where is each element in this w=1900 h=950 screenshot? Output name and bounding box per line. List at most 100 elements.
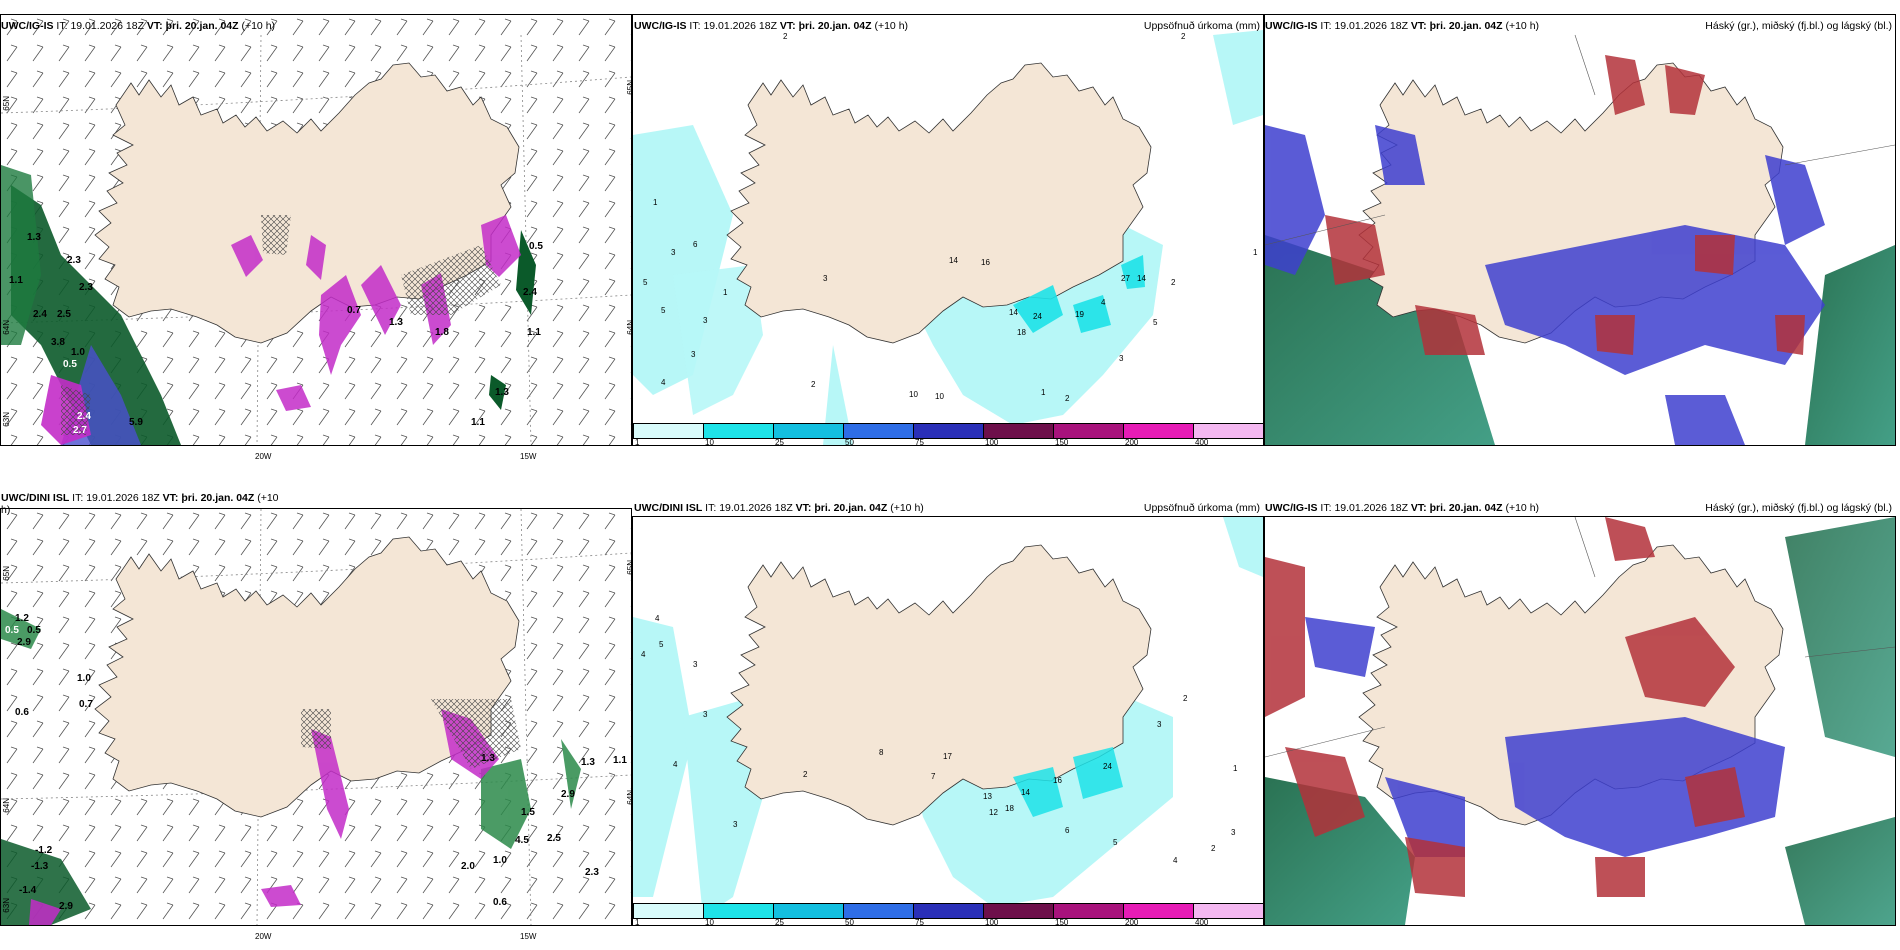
snow-hatch — [61, 215, 501, 435]
svg-text:1: 1 — [1253, 248, 1258, 257]
colorbar-tick: 50 — [845, 438, 854, 446]
svg-text:5: 5 — [1153, 318, 1158, 327]
colorbar-tick: 150 — [1055, 918, 1069, 926]
colorbar-tick: 1 — [635, 438, 640, 446]
precip-medium — [1013, 255, 1145, 333]
svg-text:2.4: 2.4 — [33, 309, 47, 320]
lat-label: 64N — [2, 798, 11, 813]
colorbar-tick: 1 — [635, 918, 640, 926]
panel-title: UWC/IG-IS IT: 19.01.2026 18Z VT: þri. 20… — [634, 20, 909, 32]
colorbar-tick: 75 — [915, 438, 924, 446]
svg-text:16: 16 — [981, 258, 990, 267]
svg-text:1.3: 1.3 — [27, 232, 41, 243]
svg-text:0.7: 0.7 — [347, 305, 361, 316]
lat-label: 63N — [2, 898, 11, 913]
svg-text:2: 2 — [783, 32, 788, 41]
colorbar-cell — [633, 903, 704, 919]
colorbar-cell — [843, 423, 914, 439]
lat-label: 65N — [626, 560, 635, 575]
colorbar-cell — [773, 903, 844, 919]
svg-text:1.3: 1.3 — [389, 317, 403, 328]
svg-text:3: 3 — [703, 316, 708, 325]
svg-text:5: 5 — [1113, 838, 1118, 847]
map-frame: 1.2 0.5 0.5 2.9 1.0 0.7 0.6 1.3 1.5 4.5 … — [0, 508, 632, 926]
colorbar-cell — [983, 423, 1054, 439]
svg-text:1.1: 1.1 — [527, 327, 541, 338]
panel-title: UWC/DINI ISL IT: 19.01.2026 18Z VT: þri.… — [634, 502, 924, 514]
svg-text:-1.4: -1.4 — [19, 885, 37, 896]
svg-text:2.9: 2.9 — [59, 901, 73, 912]
lon-label: 15W — [520, 932, 537, 941]
panel-title: UWC/DINI ISL IT: 19.01.2026 18Z VT: þri.… — [1, 492, 279, 516]
svg-text:0.5: 0.5 — [63, 359, 77, 370]
svg-text:3: 3 — [703, 710, 708, 719]
lat-label: 64N — [626, 790, 635, 805]
colorbar-tick: 10 — [705, 438, 714, 446]
colorbar-tick: 25 — [775, 918, 784, 926]
svg-text:1.0: 1.0 — [71, 347, 85, 358]
svg-text:1.1: 1.1 — [9, 275, 23, 286]
svg-text:1: 1 — [723, 288, 728, 297]
colorbar-cell — [633, 423, 704, 439]
colorbar-tick: 75 — [915, 918, 924, 926]
map-frame: 1.3 1.1 2.3 2.3 2.4 2.5 3.8 1.0 0.5 2.4 … — [0, 14, 632, 446]
panel-legend-title: Uppsöfnuð úrkoma (mm) — [1143, 502, 1260, 514]
svg-text:1.0: 1.0 — [493, 855, 507, 866]
colorbar-cell — [1123, 903, 1194, 919]
svg-text:1.0: 1.0 — [77, 673, 91, 684]
svg-text:2.3: 2.3 — [79, 282, 93, 293]
svg-text:5: 5 — [659, 640, 664, 649]
colorbar-tick: 100 — [985, 438, 999, 446]
colorbar-tick: 50 — [845, 918, 854, 926]
svg-text:2.5: 2.5 — [547, 833, 561, 844]
svg-text:19: 19 — [1075, 310, 1084, 319]
lat-label: 63N — [2, 412, 11, 427]
svg-text:3: 3 — [691, 350, 696, 359]
svg-text:2: 2 — [1211, 844, 1216, 853]
colorbar-cell — [913, 903, 984, 919]
svg-text:2.4: 2.4 — [77, 411, 91, 422]
svg-text:3: 3 — [823, 274, 828, 283]
precip-values: 4 5 4 3 3 4 2 3 8 17 7 14 18 16 24 13 12… — [641, 614, 1238, 865]
svg-text:14: 14 — [1009, 308, 1018, 317]
svg-text:1: 1 — [1041, 388, 1046, 397]
svg-text:14: 14 — [949, 256, 958, 265]
svg-text:2: 2 — [1065, 394, 1070, 403]
panel-title: UWC/IG-IS IT: 19.01.2026 18Z VT: þri. 20… — [1265, 502, 1540, 514]
svg-text:13: 13 — [983, 792, 992, 801]
colorbar-tick: 10 — [705, 918, 714, 926]
svg-text:4: 4 — [673, 760, 678, 769]
svg-text:1.8: 1.8 — [435, 327, 449, 338]
svg-text:5: 5 — [661, 306, 666, 315]
svg-text:10: 10 — [909, 390, 918, 399]
colorbar-cell — [1123, 423, 1194, 439]
svg-text:3.8: 3.8 — [51, 337, 65, 348]
svg-text:4: 4 — [655, 614, 660, 623]
svg-text:3: 3 — [733, 820, 738, 829]
svg-text:1: 1 — [1233, 764, 1238, 773]
panel-legend-title: Háský (gr.), miðský (fj.bl.) og lágský (… — [1705, 20, 1892, 32]
colorbar-cell — [913, 423, 984, 439]
svg-text:-1.2: -1.2 — [35, 845, 53, 856]
svg-text:1.1: 1.1 — [613, 755, 627, 766]
panel-title: UWC/IG-IS IT: 19.01.2026 18Z VT: þri. 20… — [1265, 20, 1540, 32]
svg-text:2: 2 — [811, 380, 816, 389]
svg-text:18: 18 — [1005, 804, 1014, 813]
snow-depth-values: 1.3 1.1 2.3 2.3 2.4 2.5 3.8 1.0 0.5 2.4 … — [9, 232, 543, 436]
svg-text:3: 3 — [1119, 354, 1124, 363]
map-frame — [1264, 14, 1896, 446]
svg-text:6: 6 — [1065, 826, 1070, 835]
svg-text:1.3: 1.3 — [481, 753, 495, 764]
panel-top-right: UWC/IG-IS IT: 19.01.2026 18Z VT: þri. 20… — [1264, 0, 1896, 446]
svg-text:2: 2 — [803, 770, 808, 779]
land-snow — [231, 215, 521, 411]
svg-text:27: 27 — [1121, 274, 1130, 283]
svg-text:10: 10 — [935, 392, 944, 401]
svg-text:12: 12 — [989, 808, 998, 817]
precip-values: 2 1 3 5 5 4 3 1 6 3 3 2 14 16 14 24 18 1… — [643, 32, 1258, 403]
svg-text:0.6: 0.6 — [15, 707, 29, 718]
colorbar-cell — [773, 423, 844, 439]
panel-top-left: UWC/IG-IS IT: 19.01.2026 18Z VT: þri. 20… — [0, 0, 632, 461]
svg-text:2.3: 2.3 — [585, 867, 599, 878]
svg-text:24: 24 — [1103, 762, 1112, 771]
